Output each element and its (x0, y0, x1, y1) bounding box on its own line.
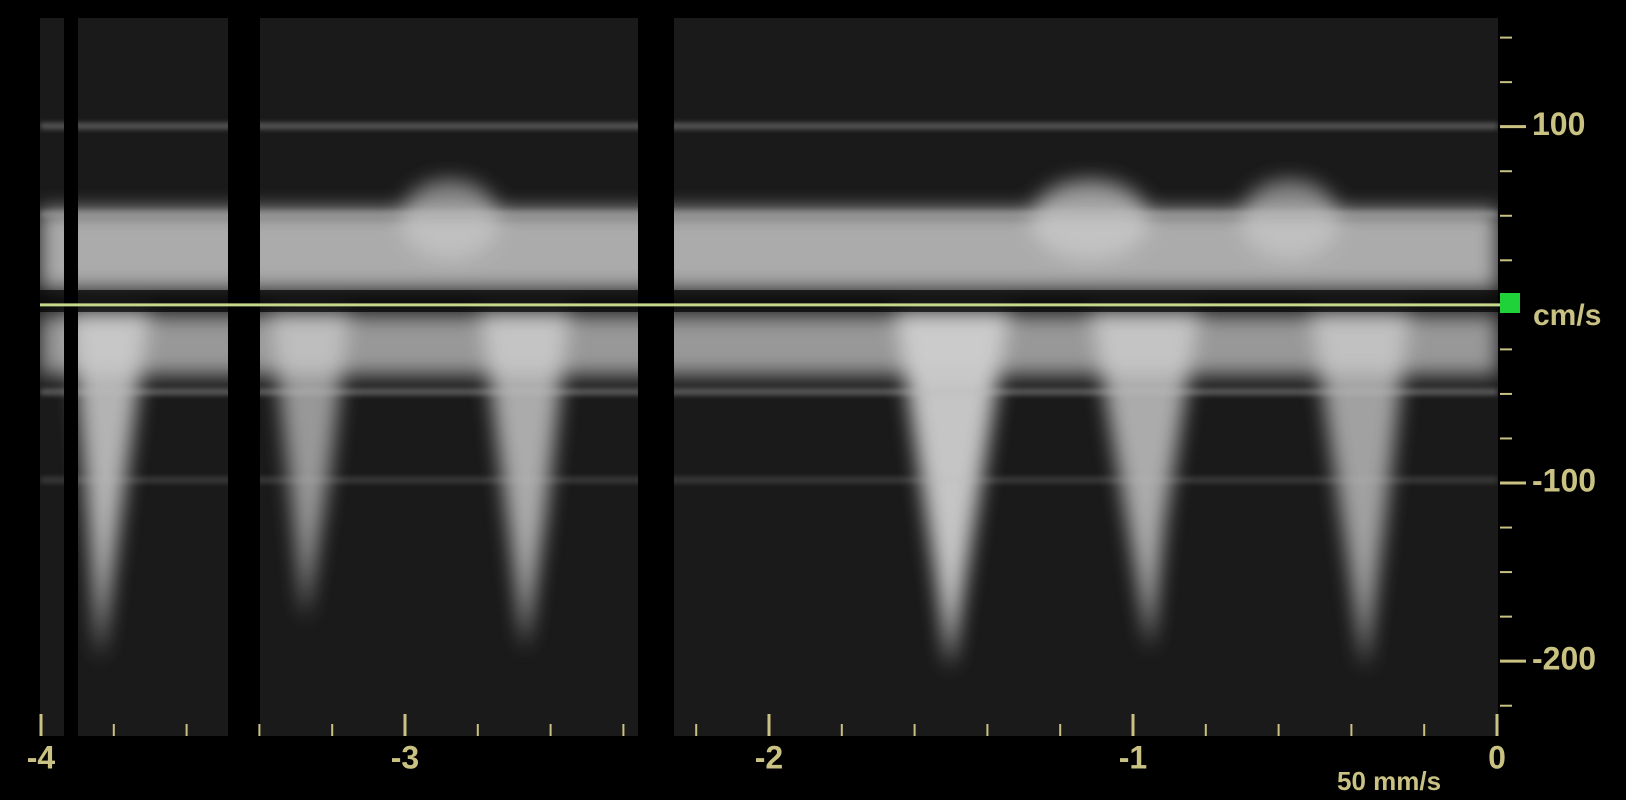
x-tick-label: -3 (391, 739, 419, 775)
doppler-screen: 200100-100-200cm/s-4-3-2-1050 mm/s (0, 0, 1626, 800)
x-tick-label: 0 (1488, 739, 1506, 775)
sweep-speed: 50 mm/s (1337, 766, 1441, 796)
baseline-marker (1500, 293, 1520, 313)
x-tick-label: -1 (1119, 739, 1147, 775)
x-tick-label: -4 (27, 739, 56, 775)
y-tick-label: -100 (1532, 462, 1596, 498)
x-tick-label: -2 (755, 739, 783, 775)
y-tick-label: 100 (1532, 106, 1585, 142)
y-axis-unit: cm/s (1533, 299, 1601, 332)
spectral-image (40, 18, 1498, 736)
y-tick-label: -200 (1532, 641, 1596, 677)
